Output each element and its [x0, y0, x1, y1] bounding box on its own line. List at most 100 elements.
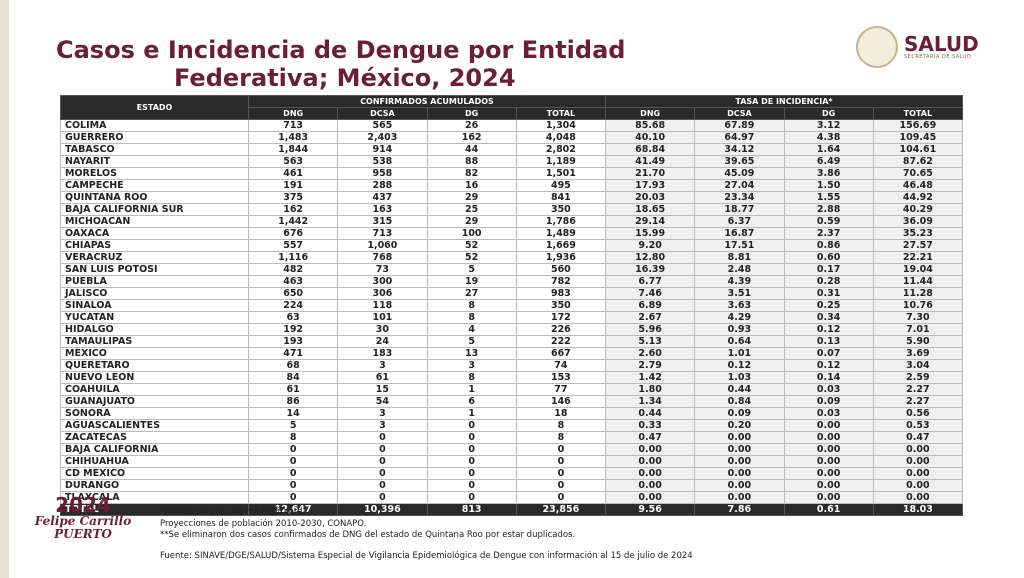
- cell: 70.65: [872, 167, 964, 180]
- cell: 0: [426, 491, 517, 504]
- cell: 1.50: [783, 179, 874, 192]
- header-cell: DG: [426, 107, 517, 120]
- cell: 8: [247, 431, 339, 444]
- cell: 0.00: [872, 467, 964, 480]
- cell: 5: [426, 263, 517, 276]
- cell: 1,116: [247, 251, 339, 264]
- cell: 0.86: [783, 239, 874, 252]
- cell: 86: [247, 395, 339, 408]
- cell: 8: [515, 431, 607, 444]
- cell: 183: [337, 347, 428, 360]
- cell: 0.00: [604, 467, 696, 480]
- cell: 4.29: [694, 311, 785, 324]
- cell: 3: [337, 407, 428, 420]
- header-cell: TOTAL: [515, 107, 607, 120]
- header-cell: DCSA: [337, 107, 428, 120]
- cell: 18.77: [694, 203, 785, 216]
- cell: 41.49: [604, 155, 696, 168]
- cell: 0: [247, 455, 339, 468]
- table-row: ZACATECAS 8 0 0 8 0.47 0.00 0.00 0.47: [60, 431, 964, 444]
- cell: 40.29: [872, 203, 964, 216]
- cell: 3.04: [872, 359, 964, 372]
- state-name: CD MÉXICO: [60, 467, 249, 480]
- table-row: DURANGO 0 0 0 0 0.00 0.00 0.00 0.00: [60, 479, 964, 492]
- cell: 11.44: [872, 275, 964, 288]
- header-cell: TASA DE INCIDENCIA*: [605, 95, 963, 108]
- cell: 44: [426, 143, 517, 156]
- cell: 0.14: [783, 371, 874, 384]
- cell: 0: [515, 455, 607, 468]
- state-name: NUEVO LEÓN: [60, 371, 249, 384]
- state-name: TOTAL: [60, 503, 249, 516]
- cell: 163: [337, 203, 428, 216]
- cell: 841: [515, 191, 607, 204]
- cell: 1.80: [604, 383, 696, 396]
- table-row: OAXACA 676 713 100 1,489 15.99 16.87 2.37 35.23: [60, 227, 964, 240]
- state-name: TAMAULIPAS: [60, 335, 249, 348]
- cell: 153: [515, 371, 607, 384]
- cell: 2.88: [783, 203, 874, 216]
- logo-name: Felipe Carrillo: [34, 514, 132, 528]
- cell: 350: [515, 299, 607, 312]
- cell: 73: [337, 263, 428, 276]
- cell: 6.89: [604, 299, 696, 312]
- cell: 0: [426, 479, 517, 492]
- cell: 118: [337, 299, 428, 312]
- cell: 54: [337, 395, 428, 408]
- cell: 782: [515, 275, 607, 288]
- cell: 88: [426, 155, 517, 168]
- table-row: HIDALGO 192 30 4 226 5.96 0.93 0.12 7.01: [60, 323, 964, 336]
- cell: 0: [426, 419, 517, 432]
- cell: 4,048: [515, 131, 607, 144]
- cell: 52: [426, 239, 517, 252]
- table-row: CAMPECHE 191 288 16 495 17.93 27.04 1.50 46.48: [60, 179, 964, 192]
- cell: 560: [515, 263, 607, 276]
- cell: 0.00: [694, 479, 785, 492]
- cell: 2.67: [604, 311, 696, 324]
- side-strip: [0, 0, 9, 578]
- header-cell: ESTADO: [60, 95, 249, 120]
- state-name: BAJA CALIFORNIA SUR: [60, 203, 249, 216]
- cell: 0.00: [694, 443, 785, 456]
- cell: 676: [247, 227, 339, 240]
- cell: 20.03: [604, 191, 696, 204]
- cell: 8: [426, 371, 517, 384]
- cell: 0: [337, 467, 428, 480]
- cell: 0.00: [783, 467, 874, 480]
- seal: [856, 26, 898, 68]
- logo-sub: SECRETARÍA DE SALUD: [904, 54, 972, 60]
- cell: 1.34: [604, 395, 696, 408]
- cell: 0.93: [694, 323, 785, 336]
- cell: 101: [337, 311, 428, 324]
- cell: 5.96: [604, 323, 696, 336]
- state-name: CAMPECHE: [60, 179, 249, 192]
- cell: 1,669: [515, 239, 607, 252]
- cell: 0.00: [783, 431, 874, 444]
- cell: 8.81: [694, 251, 785, 264]
- state-name: PUEBLA: [60, 275, 249, 288]
- cell: 0.00: [604, 443, 696, 456]
- cell: 0.12: [783, 359, 874, 372]
- cell: 315: [337, 215, 428, 228]
- cell: 19.04: [872, 263, 964, 276]
- cell: 0.84: [694, 395, 785, 408]
- cell: 0.13: [783, 335, 874, 348]
- cell: 24: [337, 335, 428, 348]
- cell: 3.12: [783, 119, 874, 132]
- source: Fuente: SINAVE/DGE/SALUD/Sistema Especia…: [160, 551, 693, 561]
- state-name: NAYARIT: [60, 155, 249, 168]
- cell: 3.69: [872, 347, 964, 360]
- cell: 2.59: [872, 371, 964, 384]
- cell: 3: [337, 419, 428, 432]
- cell: 2.27: [872, 395, 964, 408]
- cell: 0: [247, 491, 339, 504]
- cell: 565: [337, 119, 428, 132]
- table-row: QUINTANA ROO 375 437 29 841 20.03 23.34 1.55 44.…: [60, 191, 964, 204]
- cell: 1,501: [515, 167, 607, 180]
- cell: 0.56: [872, 407, 964, 420]
- cell: 0.00: [783, 491, 874, 504]
- cell: 0.00: [783, 419, 874, 432]
- table-row: TABASCO 1,844 914 44 2,802 68.84 34.12 1.64 104.…: [60, 143, 964, 156]
- state-name: QUINTANA ROO: [60, 191, 249, 204]
- cell: 0: [337, 443, 428, 456]
